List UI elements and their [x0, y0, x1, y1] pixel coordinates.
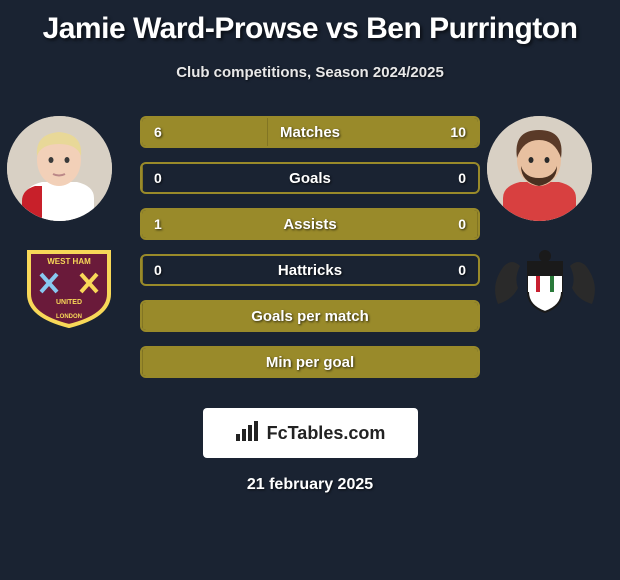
brand-badge: FcTables.com: [203, 408, 418, 458]
svg-text:UNITED: UNITED: [56, 299, 82, 306]
date-text: 21 february 2025: [0, 476, 620, 494]
stat-fill-right: [143, 302, 478, 330]
stat-row: Goals per match: [140, 300, 480, 332]
chart-icon: [235, 420, 267, 447]
stat-fill-left: [142, 118, 268, 146]
stat-row: Min per goal: [140, 346, 480, 378]
player-right-avatar: [487, 116, 592, 221]
svg-text:WEST HAM: WEST HAM: [47, 257, 91, 266]
player-left-avatar: [7, 116, 112, 221]
club-badge-left: WEST HAM UNITED LONDON: [19, 244, 119, 329]
svg-text:LONDON: LONDON: [56, 314, 82, 320]
stat-row: Hattricks00: [140, 254, 480, 286]
comparison-area: WEST HAM UNITED LONDON Matches610 Goals00…: [0, 116, 620, 396]
stat-fill-right: [143, 348, 478, 376]
club-badge-right: [490, 244, 600, 329]
stat-fill-right: [268, 118, 478, 146]
page-subtitle: Club competitions, Season 2024/2025: [0, 64, 620, 81]
page-title: Jamie Ward-Prowse vs Ben Purrington: [0, 0, 620, 46]
stat-row: Assists10: [140, 208, 480, 240]
brand-text: FcTables.com: [267, 423, 386, 444]
stat-row: Matches610: [140, 116, 480, 148]
stat-row: Goals00: [140, 162, 480, 194]
stat-fill-left: [142, 210, 478, 238]
stats-container: Matches610 Goals00 Assists10 Hattricks00 Goa…: [140, 116, 480, 392]
